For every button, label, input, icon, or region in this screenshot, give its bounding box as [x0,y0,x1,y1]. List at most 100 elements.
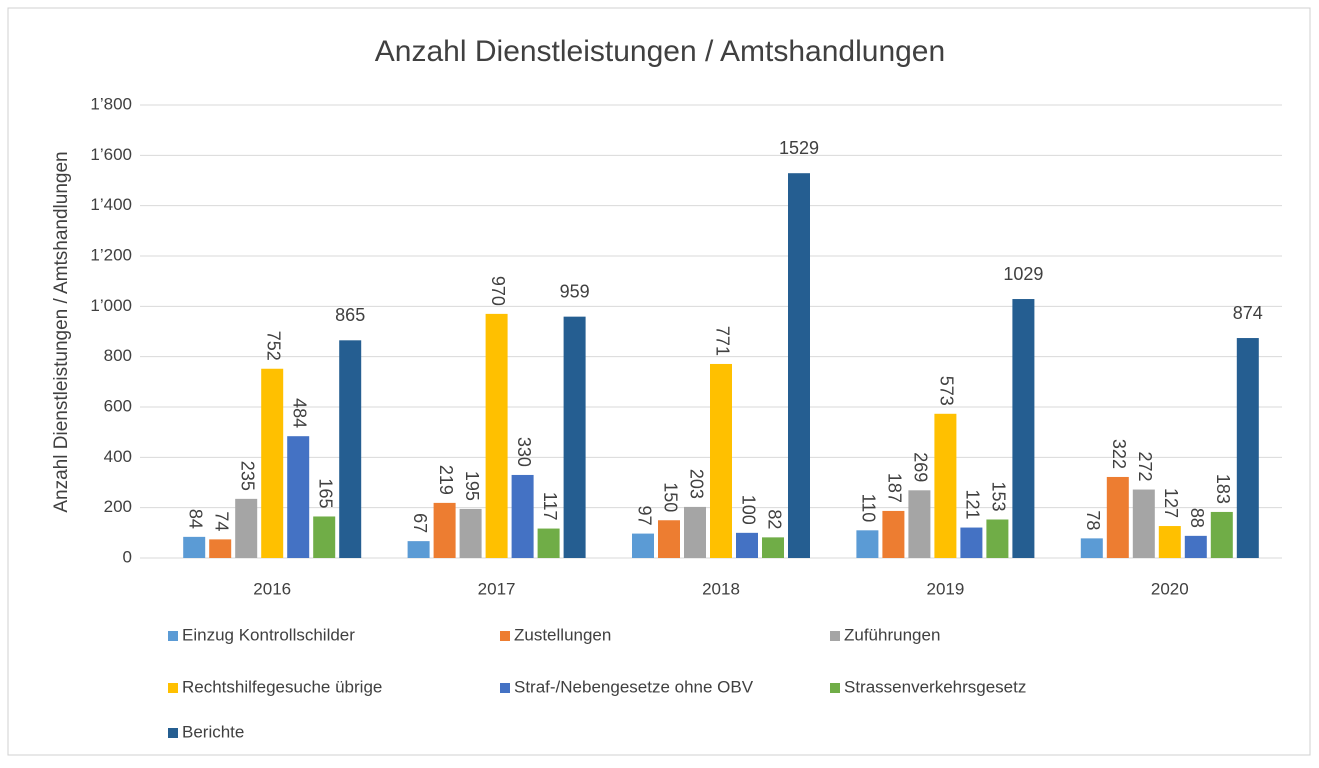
legend-swatch [500,683,510,693]
bar [287,436,310,558]
legend-label: Berichte [182,722,244,741]
bar [856,530,879,558]
data-label: 970 [488,276,508,306]
data-label: 82 [764,509,784,529]
data-label: 874 [1233,303,1263,323]
bar [1012,299,1035,558]
y-tick-label: 1’400 [90,195,132,214]
data-label: 865 [335,305,365,325]
x-tick-label: 2016 [253,579,291,598]
data-label: 187 [885,473,905,503]
legend-label: Strassenverkehrsgesetz [844,677,1026,696]
y-tick-label: 400 [104,447,132,466]
bar [235,498,258,558]
legend-swatch [168,728,178,738]
bar [934,413,957,558]
data-label: 235 [237,461,257,491]
data-label: 78 [1083,510,1103,530]
bar [485,313,508,558]
bar [684,506,706,558]
data-label: 959 [560,281,590,301]
bar [736,532,758,558]
bar [632,533,654,558]
data-label: 127 [1161,488,1181,518]
y-axis-label: Anzahl Dienstleistungen / Amtshandlungen [51,151,72,512]
y-tick-label: 1’800 [90,94,132,113]
y-tick-label: 200 [104,497,132,516]
data-label: 150 [660,482,680,512]
bar [459,508,482,558]
bar [1184,535,1207,558]
bar [511,474,534,558]
data-label: 117 [540,492,560,521]
data-label: 100 [738,495,758,525]
data-label: 1529 [779,138,819,158]
y-tick-label: 1’600 [90,145,132,164]
bar [986,519,1009,558]
data-label: 484 [289,398,309,428]
y-tick-label: 1’000 [90,296,132,315]
legend-label: Zustellungen [514,625,611,644]
bar [762,537,784,558]
bar [882,510,905,558]
bar [1158,526,1181,558]
bar [1132,489,1155,558]
chart-frame [7,7,1311,756]
data-label: 121 [963,490,983,520]
y-tick-label: 0 [123,547,132,566]
legend-label: Zuführungen [844,625,940,644]
data-label: 752 [263,331,283,361]
data-label: 84 [185,509,205,529]
y-tick-label: 800 [104,346,132,365]
y-tick-label: 600 [104,396,132,415]
data-label: 183 [1213,474,1233,504]
data-label: 219 [436,465,456,495]
data-label: 165 [315,478,335,508]
bar [658,520,680,558]
legend-label: Einzug Kontrollschilder [182,625,355,644]
legend-label: Straf-/Nebengesetze ohne OBV [514,677,754,696]
bar [339,340,362,558]
data-label: 97 [634,506,654,526]
data-label: 1029 [1003,264,1043,284]
x-tick-label: 2020 [1151,579,1189,598]
bar [1080,538,1103,558]
y-tick-label: 1’200 [90,245,132,264]
bar [1210,511,1233,558]
data-label: 88 [1187,508,1207,528]
bar [563,316,586,558]
data-label: 771 [712,326,732,356]
legend-swatch [830,683,840,693]
data-label: 203 [686,469,706,499]
legend-swatch [168,631,178,641]
data-label: 330 [514,437,534,467]
data-label: 272 [1135,451,1155,481]
bar [261,368,284,558]
x-tick-label: 2018 [702,579,740,598]
bar [407,541,430,558]
data-label: 153 [989,481,1009,511]
x-tick-label: 2019 [926,579,964,598]
bar [433,502,456,558]
bar [1106,476,1129,558]
x-tick-label: 2017 [478,579,516,598]
bar [908,490,931,558]
bar [313,516,336,558]
data-label: 269 [911,452,931,482]
bar [1236,338,1259,558]
legend-swatch [830,631,840,641]
legend-swatch [168,683,178,693]
bar [710,363,732,558]
bar [209,539,232,558]
data-label: 573 [937,376,957,406]
data-label: 195 [462,471,482,501]
bar [183,536,206,558]
data-label: 322 [1109,439,1129,469]
bar [537,528,560,558]
legend-swatch [500,631,510,641]
chart-title: Anzahl Dienstleistungen / Amtshandlungen [375,35,945,68]
data-label: 110 [859,494,879,523]
data-label: 74 [211,511,231,531]
data-label: 67 [410,513,430,533]
